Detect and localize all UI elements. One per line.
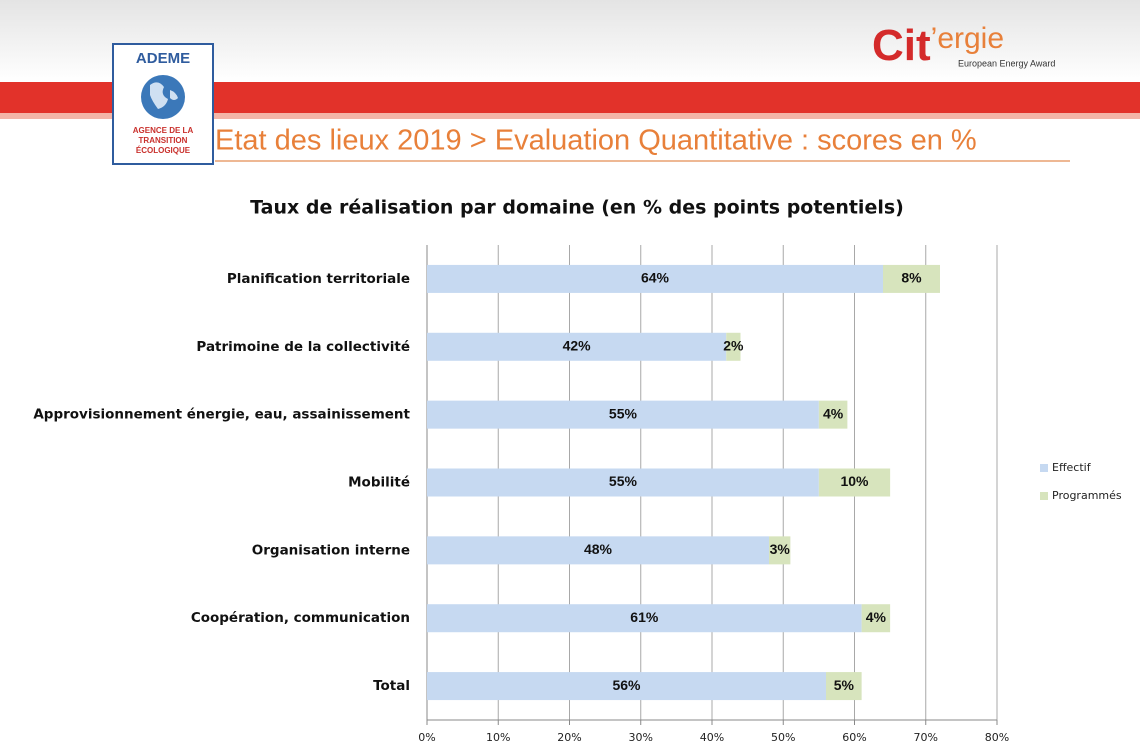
x-tick-label: 80%: [985, 731, 1009, 744]
x-tick-label: 40%: [700, 731, 724, 744]
globe-land: [150, 82, 178, 109]
value-label: 42%: [563, 337, 592, 353]
category-label: Organisation interne: [252, 542, 410, 558]
value-label: 5%: [834, 677, 855, 693]
x-tick-label: 30%: [629, 731, 653, 744]
bar-segment: [427, 400, 819, 429]
x-tick-label: 70%: [914, 731, 938, 744]
bar-segment: [826, 672, 862, 701]
plot: 0% 10% 20% 30% 40% 50% 60% 70% 80% Planification …: [33, 245, 1122, 744]
value-label: 4%: [823, 405, 844, 421]
x-tick-label: 10%: [486, 731, 510, 744]
citergie-name: Cit’ergie: [872, 21, 1004, 70]
bar-segment: [427, 468, 819, 497]
x-tick-label: 50%: [771, 731, 795, 744]
x-tick-label: 20%: [557, 731, 581, 744]
ademe-name: ADEME: [136, 50, 190, 67]
category-label: Approvisionnement énergie, eau, assainis…: [33, 407, 410, 423]
category-label: Mobilité: [348, 475, 410, 491]
ademe-line: AGENCE DE LA: [133, 126, 194, 135]
value-label: 64%: [641, 270, 670, 286]
bar-segment: [427, 604, 862, 633]
value-label: 48%: [584, 541, 613, 557]
bar-segment: [861, 604, 891, 633]
category-label: Coopération, communication: [191, 610, 410, 626]
bar-segment: [883, 264, 940, 293]
legend-swatch: [1040, 492, 1048, 500]
value-label: 10%: [840, 473, 869, 489]
value-label: 2%: [723, 337, 744, 353]
bar-segment: [427, 332, 727, 361]
legend-swatch: [1040, 464, 1048, 472]
value-label: 55%: [609, 473, 638, 489]
category-label: Planification territoriale: [227, 271, 410, 287]
slide-title: Etat des lieux 2019 > Evaluation Quantit…: [215, 125, 977, 157]
ademe-line: ÉCOLOGIQUE: [136, 146, 191, 155]
bar-segment: [427, 264, 883, 293]
band-shadow: [0, 113, 1140, 119]
bar-segment: [818, 400, 848, 429]
bar-segment: [427, 536, 769, 565]
value-label: 4%: [866, 609, 887, 625]
category-label: Total: [373, 678, 410, 694]
citergie-logo: Cit’ergie European Energy Award: [872, 21, 1055, 70]
bar-segment: [769, 536, 791, 565]
value-label: 61%: [630, 609, 659, 625]
ademe-line: TRANSITION: [139, 136, 188, 145]
x-tick-label: 60%: [842, 731, 866, 744]
citergie-part: ’ergie: [931, 22, 1004, 55]
value-label: 3%: [770, 541, 791, 557]
x-tick-label: 0%: [418, 731, 435, 744]
value-label: 55%: [609, 405, 638, 421]
category-label: Patrimoine de la collectivité: [196, 339, 410, 355]
bar-segment: [818, 468, 891, 497]
value-label: 8%: [901, 270, 922, 286]
value-label: 56%: [612, 677, 641, 693]
legend-label: Effectif: [1052, 461, 1092, 474]
bar-segment: [427, 672, 826, 701]
citergie-tagline: European Energy Award: [958, 58, 1055, 68]
chart-title: Taux de réalisation par domaine (en % de…: [250, 197, 904, 219]
bar-segment: [726, 332, 741, 361]
ademe-logo: ADEME AGENCE DE LA TRANSITION ÉCOLOGIQUE: [112, 43, 214, 165]
citergie-part: Cit: [872, 21, 931, 70]
legend-label: Programmés: [1052, 489, 1122, 502]
